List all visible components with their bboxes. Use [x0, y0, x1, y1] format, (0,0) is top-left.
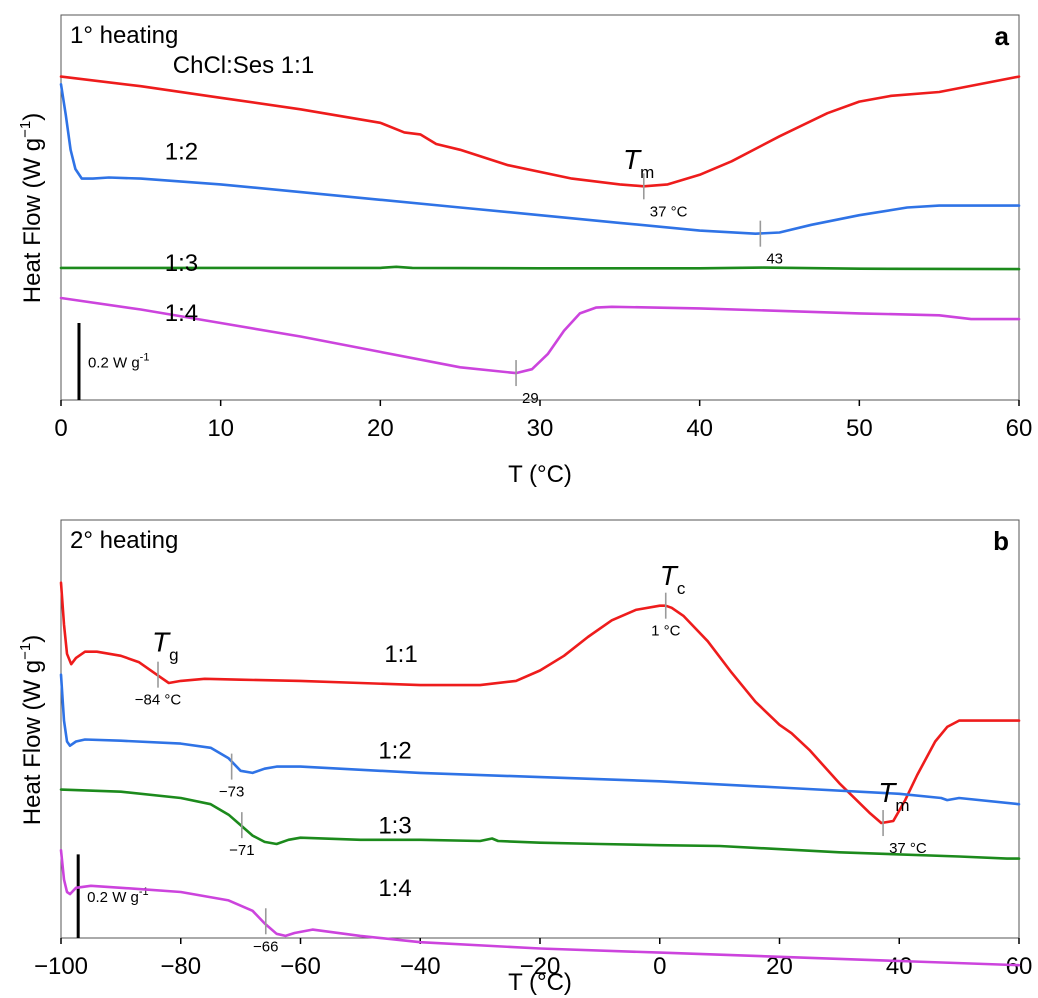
- panel-title: 1° heating: [70, 22, 178, 49]
- series-line-3: [59, 296, 1021, 375]
- x-tick-label: 0: [54, 415, 67, 442]
- y-axis-title: Heat Flow (W g−1): [17, 113, 46, 303]
- panel-letter: a: [995, 21, 1010, 51]
- scale-bar-sup: -1: [139, 886, 149, 898]
- x-tick-label: −100: [34, 953, 88, 980]
- plot-frame: [60, 519, 1020, 939]
- x-tick-label: −20: [520, 953, 561, 980]
- x-tick-label: −80: [160, 953, 201, 980]
- transition-label: −71: [229, 842, 254, 859]
- series-label: 1:3: [165, 250, 198, 277]
- panel-letter: b: [993, 526, 1009, 556]
- transition-symbol: Tc: [660, 560, 686, 598]
- x-tick-label: 60: [1006, 415, 1033, 442]
- y-axis-title-sup: −1: [17, 121, 34, 138]
- series-line-0: [59, 75, 1021, 188]
- transition-symbol: Tm: [878, 777, 909, 815]
- series-line-2: [59, 788, 1021, 860]
- series-label: 1:3: [378, 813, 411, 840]
- transition-symbol-letter: T: [878, 777, 897, 808]
- x-tick-label: 0: [653, 953, 666, 980]
- transition-symbol-letter: T: [623, 144, 642, 175]
- y-axis-title-main: Heat Flow (W g: [19, 138, 46, 303]
- scale-bar-label: 0.2 W g-1: [87, 886, 148, 906]
- transition-symbol-sub: c: [677, 579, 686, 598]
- x-tick-label: −40: [400, 953, 441, 980]
- transition-symbol-sub: m: [895, 796, 909, 815]
- series-label: ChCl:Ses 1:1: [173, 52, 314, 79]
- transition-label: 37 °C: [650, 203, 688, 220]
- y-axis-title-end: ): [19, 635, 46, 643]
- x-axis-title: T (°C): [508, 461, 572, 488]
- scale-bar-value: 0.2 W g: [88, 355, 140, 372]
- transition-label: −84 °C: [135, 692, 182, 709]
- series-line-3: [59, 848, 1021, 967]
- transition-symbol-sub: m: [640, 163, 654, 182]
- panel-a-1st-heating: 0 10 20 30 40 50 60 T (°C) Heat Flow (W g−1) 1° h…: [17, 14, 1033, 488]
- series-line-2: [59, 265, 1021, 271]
- panel-b-2nd-heating: −100 −80 −60 −40 −20 0 20 40 60T (°C)Heat Flow (…: [17, 519, 1033, 996]
- transition-symbol-letter: T: [660, 560, 679, 591]
- series-label: 1:4: [165, 300, 198, 327]
- transition-symbol: Tg: [152, 627, 179, 665]
- x-tick-label: 50: [846, 415, 873, 442]
- series-line-1: [59, 673, 1021, 806]
- scale-bar-sup: -1: [140, 352, 150, 364]
- series-label: 1:4: [378, 875, 411, 902]
- x-tick-label: 60: [1006, 953, 1033, 980]
- transition-symbol-sub: g: [169, 646, 178, 665]
- y-axis-title: Heat Flow (W g−1): [17, 635, 46, 825]
- transition-label: −73: [219, 784, 244, 801]
- x-tick-label: 20: [367, 415, 394, 442]
- panel-title: 2° heating: [70, 527, 178, 554]
- scale-bar-label: 0.2 W g-1: [88, 352, 149, 372]
- x-tick-label: 40: [886, 953, 913, 980]
- x-tick-label: −60: [280, 953, 321, 980]
- y-axis-title-main: Heat Flow (W g: [19, 660, 46, 825]
- transition-label: 37 °C: [889, 840, 927, 857]
- x-axis-title: T (°C): [508, 969, 572, 996]
- transition-label: 29: [522, 390, 539, 407]
- transition-label: 43: [766, 251, 783, 268]
- y-axis-title-sup: −1: [17, 643, 34, 660]
- x-tick-label: 10: [207, 415, 234, 442]
- series-line-0: [59, 581, 1021, 825]
- transition-symbol: Tm: [623, 144, 654, 182]
- transition-label: −66: [253, 938, 278, 955]
- y-axis-title-end: ): [19, 113, 46, 121]
- series-label: 1:1: [384, 641, 417, 668]
- transition-symbol-letter: T: [152, 627, 171, 658]
- scale-bar-value: 0.2 W g: [87, 889, 139, 906]
- series-line-1: [59, 83, 1021, 235]
- transition-label: 1 °C: [651, 623, 681, 640]
- series-label: 1:2: [165, 138, 198, 165]
- x-tick-label: 40: [686, 415, 713, 442]
- series-label: 1:2: [378, 737, 411, 764]
- x-tick-label: 30: [527, 415, 554, 442]
